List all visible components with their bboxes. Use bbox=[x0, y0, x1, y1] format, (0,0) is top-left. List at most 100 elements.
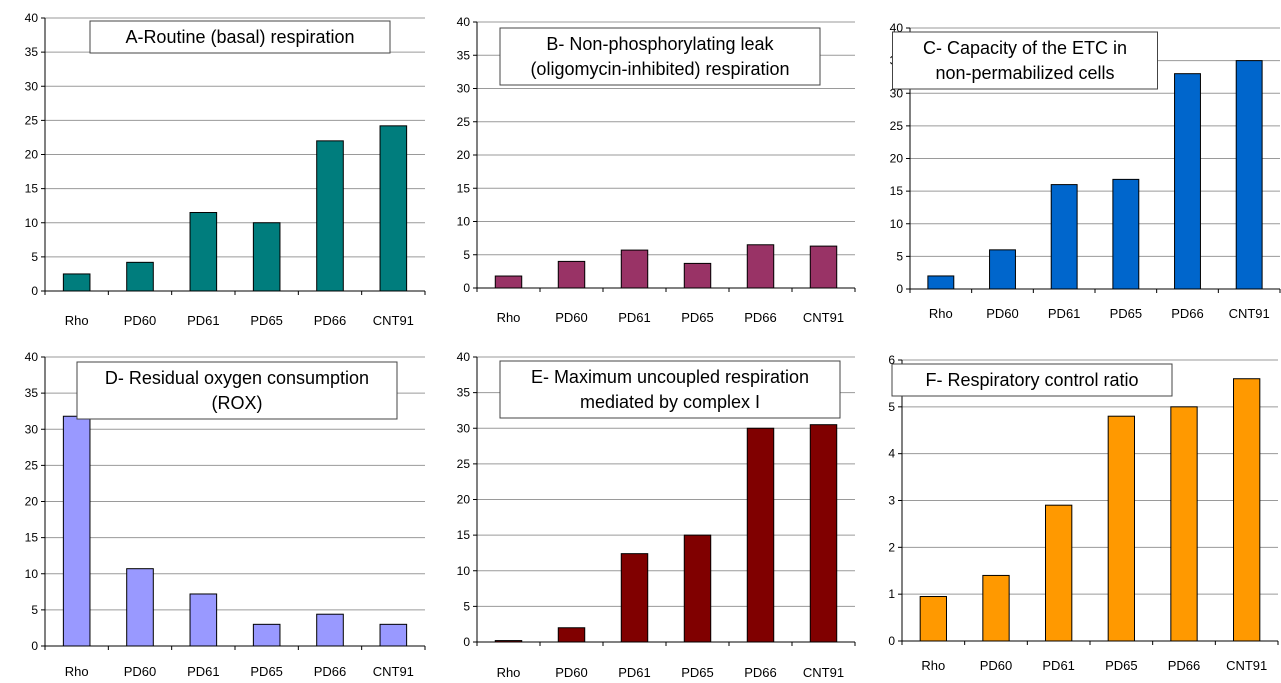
y-tick-label: 4 bbox=[888, 447, 895, 461]
x-category-label: CNT91 bbox=[373, 664, 414, 679]
y-tick-label: 35 bbox=[457, 48, 471, 62]
y-tick-label: 0 bbox=[888, 634, 895, 648]
x-category-label: PD60 bbox=[124, 664, 157, 679]
x-category-label: PD60 bbox=[555, 310, 588, 325]
chart-panel-f: 0 1 2 3 4 5 6 Rho PD60 PD61 PD65 PD66 CNT91 F- Respir… bbox=[860, 340, 1281, 683]
y-tick-label: 25 bbox=[890, 119, 904, 133]
chart-panel-d: 0 5 10 15 20 25 30 35 40 Rho PD60 PD61 PD65 PD66 CNT91… bbox=[0, 340, 430, 683]
x-category-label: CNT91 bbox=[803, 310, 844, 325]
chart-title-line: mediated by complex I bbox=[580, 392, 760, 412]
x-category-label: Rho bbox=[497, 310, 521, 325]
chart-d-svg: 0 5 10 15 20 25 30 35 40 Rho PD60 PD61 PD65 PD66 CNT91… bbox=[25, 350, 426, 679]
y-tick-label: 20 bbox=[890, 152, 904, 166]
y-tick-label: 30 bbox=[457, 82, 471, 96]
bar-pd61 bbox=[189, 593, 218, 647]
y-tick-label: 20 bbox=[457, 493, 471, 507]
bar-cnt91 bbox=[809, 424, 838, 643]
y-tick-label: 5 bbox=[888, 400, 895, 414]
bar-cnt91 bbox=[809, 245, 838, 289]
y-tick-label: 15 bbox=[25, 531, 39, 545]
chart-c-svg: 0510152025303540RhoPD60PD61PD65PD66CNT91… bbox=[890, 21, 1281, 321]
chart-panel-c: 0510152025303540RhoPD60PD61PD65PD66CNT91… bbox=[860, 0, 1281, 340]
y-tick-label: 0 bbox=[31, 639, 38, 653]
y-tick-label: 5 bbox=[463, 248, 470, 262]
chart-e-svg: 0 5 10 15 20 25 30 35 40 Rho PD60 PD61 PD65 PD66 CNT91… bbox=[457, 350, 856, 680]
x-category-label: PD65 bbox=[1105, 658, 1138, 673]
bar-pd60 bbox=[982, 574, 1010, 642]
y-tick-label: 5 bbox=[896, 249, 903, 263]
x-category-label: PD61 bbox=[618, 310, 651, 325]
x-category-label: PD66 bbox=[314, 664, 347, 679]
bar-pd61 bbox=[189, 212, 218, 292]
y-tick-label: 10 bbox=[890, 217, 904, 231]
x-category-label: CNT91 bbox=[1226, 658, 1267, 673]
chart-panel-e: 0 5 10 15 20 25 30 35 40 Rho PD60 PD61 PD65 PD66 CNT91… bbox=[430, 340, 860, 683]
y-tick-label: 35 bbox=[25, 386, 39, 400]
y-tick-label: 1 bbox=[888, 587, 895, 601]
bar-rho bbox=[494, 640, 523, 643]
bar-cnt91 bbox=[379, 623, 408, 647]
bar-pd60 bbox=[989, 249, 1016, 290]
y-tick-label: 20 bbox=[25, 495, 39, 509]
y-tick-label: 20 bbox=[457, 148, 471, 162]
y-tick-label: 10 bbox=[25, 216, 39, 230]
bar-pd65 bbox=[683, 262, 712, 289]
y-tick-label: 20 bbox=[25, 148, 39, 162]
chart-title-line: (ROX) bbox=[212, 393, 263, 413]
chart-title-line: C- Capacity of the ETC in bbox=[923, 38, 1127, 58]
bar-pd61 bbox=[620, 249, 649, 289]
x-category-label: PD61 bbox=[187, 664, 220, 679]
chart-title-box bbox=[76, 361, 398, 420]
y-tick-label: 40 bbox=[457, 15, 471, 29]
y-tick-label: 5 bbox=[31, 603, 38, 617]
x-category-label: PD61 bbox=[187, 313, 220, 328]
chart-title-box bbox=[89, 20, 391, 54]
y-tick-label: 15 bbox=[457, 181, 471, 195]
y-tick-label: 25 bbox=[25, 458, 39, 472]
y-tick-label: 35 bbox=[457, 386, 471, 400]
x-category-label: PD66 bbox=[314, 313, 347, 328]
chart-a-svg: 0 5 10 15 20 25 30 35 40 Rho PD60 PD61 PD65 PD66 CNT91… bbox=[25, 11, 426, 328]
bar-rho bbox=[919, 596, 947, 642]
bar-pd66 bbox=[316, 140, 344, 292]
y-tick-label: 10 bbox=[25, 567, 39, 581]
y-tick-label: 5 bbox=[31, 250, 38, 264]
bar-pd60 bbox=[126, 261, 154, 292]
x-category-label: PD61 bbox=[1042, 658, 1075, 673]
x-category-label: PD61 bbox=[618, 665, 651, 680]
bar-rho bbox=[62, 273, 91, 292]
bar-cnt91 bbox=[1235, 60, 1263, 290]
x-category-label: Rho bbox=[65, 664, 89, 679]
y-tick-label: 25 bbox=[457, 457, 471, 471]
chart-b-svg: 0 5 10 15 20 25 30 35 40 Rho PD60 PD61 PD65 PD66 CNT91… bbox=[457, 15, 856, 325]
y-tick-label: 30 bbox=[457, 421, 471, 435]
bar-pd65 bbox=[252, 623, 281, 647]
x-category-label: PD66 bbox=[1168, 658, 1201, 673]
y-tick-label: 0 bbox=[896, 282, 903, 296]
bar-pd66 bbox=[746, 427, 775, 643]
y-tick-label: 25 bbox=[25, 113, 39, 127]
x-category-label: PD60 bbox=[980, 658, 1013, 673]
chart-title-line: A-Routine (basal) respiration bbox=[125, 27, 354, 47]
chart-title-line: non-permabilized cells bbox=[935, 63, 1114, 83]
y-tick-label: 10 bbox=[457, 215, 471, 229]
x-category-label: PD65 bbox=[681, 310, 714, 325]
bar-pd61 bbox=[1050, 184, 1078, 290]
chart-title-line: (oligomycin-inhibited) respiration bbox=[530, 59, 789, 79]
chart-title-line: B- Non-phosphorylating leak bbox=[546, 34, 774, 54]
chart-title-line: D- Residual oxygen consumption bbox=[105, 368, 369, 388]
x-category-label: Rho bbox=[497, 665, 521, 680]
x-category-label: CNT91 bbox=[373, 313, 414, 328]
bar-pd65 bbox=[1112, 178, 1140, 290]
x-category-label: PD61 bbox=[1048, 306, 1081, 321]
bar-pd65 bbox=[1107, 415, 1135, 642]
x-category-label: Rho bbox=[65, 313, 89, 328]
x-category-label: PD66 bbox=[744, 665, 777, 680]
bar-pd60 bbox=[126, 568, 154, 647]
chart-panel-a: 0 5 10 15 20 25 30 35 40 Rho PD60 PD61 PD65 PD66 CNT91… bbox=[0, 0, 430, 340]
x-category-label: PD66 bbox=[744, 310, 777, 325]
x-category-label: PD60 bbox=[555, 665, 588, 680]
y-tick-label: 5 bbox=[463, 599, 470, 613]
chart-f-svg: 0 1 2 3 4 5 6 Rho PD60 PD61 PD65 PD66 CNT91 F- Respir… bbox=[888, 353, 1279, 673]
y-tick-label: 15 bbox=[890, 184, 904, 198]
